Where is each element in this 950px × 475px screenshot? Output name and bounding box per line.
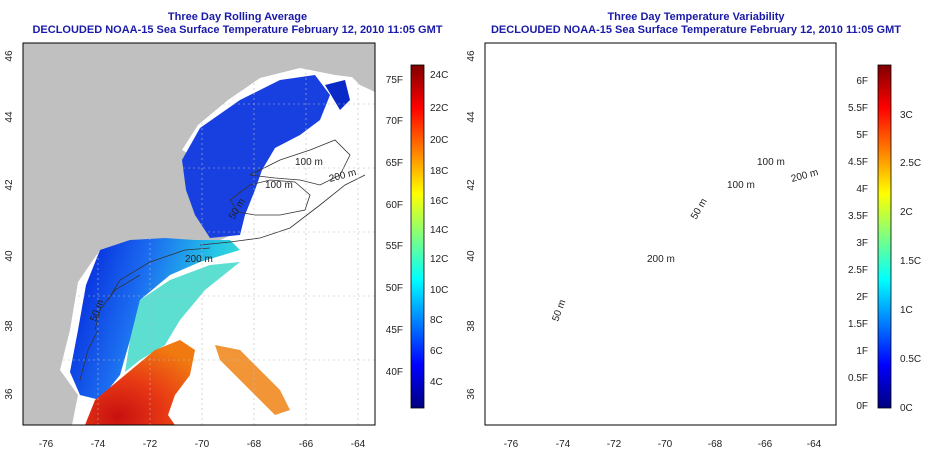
lon-tick: -74 [556, 439, 571, 450]
colorbar-f-label: 60F [386, 200, 403, 211]
lat-tick: 46 [466, 50, 477, 62]
contour-label: 200 m [185, 254, 213, 265]
colorbar-c-label: 2C [900, 207, 913, 218]
colorbar-c-label: 12C [430, 254, 448, 265]
colorbar-f-label: 55F [386, 241, 403, 252]
colorbar-c-label: 8C [430, 315, 443, 326]
lat-tick: 46 [4, 50, 15, 62]
lon-tick: -70 [195, 439, 210, 450]
colorbar-f-label: 0F [856, 401, 868, 412]
colorbar-c-label: 2.5C [900, 158, 921, 169]
colorbar-c-label: 3C [900, 110, 913, 121]
colorbar-f-label: 50F [386, 283, 403, 294]
lat-tick: 36 [466, 388, 477, 400]
colorbar-f-label: 75F [386, 75, 403, 86]
colorbar-f-label: 40F [386, 367, 403, 378]
left-colorbar: 75F 70F 65F 60F 55F 50F 45F 40F 24C 22C … [386, 64, 448, 409]
colorbar-f-label: 45F [386, 325, 403, 336]
colorbar-c-label: 0.5C [900, 354, 921, 365]
lat-tick: 38 [4, 320, 15, 332]
shelf-sst [70, 238, 240, 400]
colorbar-f-label: 3.5F [848, 211, 868, 222]
lon-tick: -76 [39, 439, 54, 450]
right-title: Three Day Temperature Variability DECLOU… [456, 11, 936, 37]
right-title-line2: DECLOUDED NOAA-15 Sea Surface Temperatur… [490, 24, 901, 36]
right-map: 100 m 50 m 100 m 200 m 200 m 50 m 46 44 … [466, 42, 837, 450]
left-title-line1: Three Day Rolling Average [167, 11, 308, 23]
lat-tick: 42 [4, 179, 15, 191]
colorbar-c-label: 6C [430, 346, 443, 357]
colorbar-f-label: 2F [856, 292, 868, 303]
contour-label: 100 m [295, 157, 323, 168]
lat-tick: 40 [4, 250, 15, 262]
lon-tick: -68 [247, 439, 262, 450]
lon-tick: -72 [607, 439, 622, 450]
lat-tick: 44 [466, 111, 477, 123]
colorbar-c-label: 20C [430, 135, 448, 146]
contour-label: 100 m [757, 157, 785, 168]
colorbar-c-label: 16C [430, 196, 448, 207]
left-map: 100 m 50 m 100 m 200 m 200 m 50 m 46 44 … [4, 42, 376, 450]
lat-tick: 44 [4, 111, 15, 123]
colorbar-f-label: 1.5F [848, 319, 868, 330]
colorbar-f-label: 65F [386, 158, 403, 169]
gulf-stream-sst [85, 340, 195, 425]
gulf-of-maine-sst [182, 75, 330, 238]
lat-tick: 36 [4, 388, 15, 400]
colorbar-c-label: 1.5C [900, 256, 921, 267]
colorbar-c-label: 24C [430, 70, 448, 81]
colorbar-c-label: 10C [430, 285, 448, 296]
lon-tick: -64 [807, 439, 822, 450]
right-title-line1: Three Day Temperature Variability [607, 11, 785, 23]
colorbar-f-label: 2.5F [848, 265, 868, 276]
colorbar-f-label: 5.5F [848, 103, 868, 114]
land-mass [23, 43, 375, 425]
lon-tick: -68 [708, 439, 723, 450]
contour-label: 100 m [727, 180, 755, 191]
lon-tick: -66 [758, 439, 773, 450]
colorbar-f-label: 1F [856, 346, 868, 357]
colorbar-c-label: 14C [430, 225, 448, 236]
left-title: Three Day Rolling Average DECLOUDED NOAA… [0, 11, 475, 37]
colorbar-f-label: 4F [856, 184, 868, 195]
lon-tick: -70 [658, 439, 673, 450]
colorbar-c-label: 1C [900, 305, 913, 316]
left-title-line2: DECLOUDED NOAA-15 Sea Surface Temperatur… [32, 24, 443, 36]
lon-tick: -74 [91, 439, 106, 450]
lon-tick: -72 [143, 439, 158, 450]
colorbar-c-label: 18C [430, 166, 448, 177]
colorbar-f-label: 4.5F [848, 157, 868, 168]
colorbar-c-label: 4C [430, 377, 443, 388]
colorbar-c-label: 22C [430, 103, 448, 114]
colorbar-f-label: 3F [856, 238, 868, 249]
lat-tick: 38 [466, 320, 477, 332]
colorbar-f-label: 0.5F [848, 373, 868, 384]
colorbar-f-label: 5F [856, 130, 868, 141]
right-colorbar: 6F 5.5F 5F 4.5F 4F 3.5F 3F 2.5F 2F 1.5F … [848, 64, 921, 414]
lat-tick: 40 [466, 250, 477, 262]
contour-label: 100 m [265, 180, 293, 191]
lat-tick: 42 [466, 179, 477, 191]
lon-tick: -64 [351, 439, 366, 450]
lon-tick: -66 [299, 439, 314, 450]
colorbar-f-label: 6F [856, 76, 868, 87]
colorbar-f-label: 70F [386, 116, 403, 127]
contour-label: 200 m [647, 254, 675, 265]
lon-tick: -76 [504, 439, 519, 450]
colorbar-c-label: 0C [900, 403, 913, 414]
